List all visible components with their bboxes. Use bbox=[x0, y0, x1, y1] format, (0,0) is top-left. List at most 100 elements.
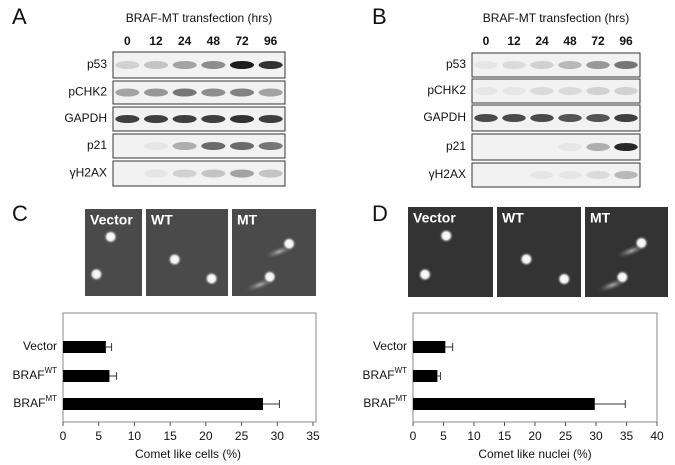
comet-image bbox=[85, 209, 142, 296]
blot-band bbox=[558, 171, 582, 179]
x-tick-label: 30 bbox=[589, 429, 603, 443]
category-name: BRAF bbox=[363, 368, 395, 382]
x-tick-label: 20 bbox=[199, 429, 213, 443]
blot-band bbox=[229, 61, 255, 69]
blot-band bbox=[201, 61, 226, 69]
image-label: Vector bbox=[90, 212, 133, 228]
category-label: Vector bbox=[373, 339, 407, 353]
blot-strip bbox=[471, 162, 641, 188]
timepoint: 96 bbox=[264, 34, 278, 48]
timepoint: 96 bbox=[619, 34, 633, 48]
blot-band bbox=[229, 115, 255, 123]
blot-band bbox=[258, 88, 283, 97]
nucleus bbox=[262, 269, 277, 284]
timepoint: 48 bbox=[207, 34, 221, 48]
blot-band bbox=[586, 171, 610, 179]
blot-band bbox=[143, 169, 169, 178]
x-tick-label: 15 bbox=[498, 429, 512, 443]
category-label: BRAFMT bbox=[363, 394, 407, 410]
x-tick-label: 25 bbox=[559, 429, 573, 443]
blot-band bbox=[258, 142, 283, 150]
category-superscript: WT bbox=[395, 366, 408, 375]
x-tick-label: 0 bbox=[60, 429, 67, 443]
bar bbox=[63, 341, 106, 353]
blot-band bbox=[172, 142, 197, 150]
blot-band bbox=[201, 169, 226, 178]
blot-band bbox=[201, 88, 226, 97]
blot-band bbox=[558, 143, 582, 151]
x-tick-label: 5 bbox=[95, 429, 102, 443]
x-tick-label: 35 bbox=[306, 429, 320, 443]
blot-band bbox=[229, 142, 255, 150]
bar bbox=[413, 370, 438, 382]
category-label: BRAFMT bbox=[13, 394, 57, 410]
x-tick-label: 10 bbox=[128, 429, 142, 443]
timepoint: 0 bbox=[124, 34, 131, 48]
blot-band bbox=[172, 88, 197, 97]
blot-band bbox=[172, 169, 197, 178]
blot-strip bbox=[112, 106, 286, 132]
x-axis-label: Comet like cells (%) bbox=[135, 447, 241, 461]
blot-header: BRAF-MT transfection (hrs) bbox=[483, 11, 629, 25]
image-label: MT bbox=[237, 212, 258, 228]
blot-band bbox=[558, 87, 582, 95]
nucleus bbox=[615, 270, 630, 285]
x-tick-label: 0 bbox=[410, 429, 417, 443]
panel-letter: D bbox=[372, 201, 388, 226]
blot-band bbox=[172, 61, 197, 69]
category-label: Vector bbox=[23, 339, 57, 353]
protein-label: γH2AX bbox=[429, 167, 466, 181]
timepoint: 12 bbox=[507, 34, 521, 48]
blot-band bbox=[530, 87, 554, 95]
protein-label: p53 bbox=[87, 57, 107, 71]
blot-band bbox=[614, 61, 638, 69]
image-label: MT bbox=[590, 210, 611, 226]
blot-band bbox=[115, 115, 140, 123]
blot-band bbox=[229, 169, 255, 178]
category-name: Vector bbox=[373, 339, 407, 353]
bar bbox=[63, 370, 110, 382]
blot-band bbox=[614, 143, 638, 151]
blot-band bbox=[229, 88, 255, 97]
timepoint: 48 bbox=[563, 34, 577, 48]
blot-band bbox=[614, 87, 638, 95]
category-name: BRAF bbox=[13, 396, 45, 410]
blot-strip bbox=[112, 160, 286, 187]
blot-strip bbox=[112, 51, 286, 79]
blot-strip bbox=[112, 133, 286, 159]
blot-band bbox=[502, 61, 526, 69]
blot-strip bbox=[471, 52, 641, 78]
blot-band bbox=[530, 171, 554, 179]
x-tick-label: 15 bbox=[163, 429, 177, 443]
category-label: BRAFWT bbox=[13, 366, 58, 382]
nucleus bbox=[89, 267, 104, 282]
protein-label: p53 bbox=[446, 57, 466, 71]
bar bbox=[413, 398, 595, 410]
timepoint: 72 bbox=[591, 34, 605, 48]
blot-band bbox=[143, 142, 169, 150]
nucleus bbox=[282, 236, 297, 251]
timepoint: 72 bbox=[235, 34, 249, 48]
category-superscript: MT bbox=[395, 394, 407, 403]
category-superscript: MT bbox=[45, 394, 57, 403]
category-name: BRAF bbox=[363, 396, 395, 410]
blot-strip bbox=[471, 133, 641, 161]
blot-strip bbox=[471, 104, 641, 132]
blot-strip bbox=[471, 78, 641, 104]
nucleus bbox=[167, 252, 182, 267]
panel-letter: B bbox=[372, 4, 387, 29]
x-tick-label: 30 bbox=[271, 429, 285, 443]
category-name: BRAF bbox=[13, 368, 45, 382]
protein-label: pCHK2 bbox=[68, 85, 107, 99]
bar bbox=[63, 398, 263, 410]
timepoint: 24 bbox=[178, 34, 192, 48]
blot-strip bbox=[112, 80, 286, 105]
blot-band bbox=[558, 61, 582, 69]
plot-frame bbox=[62, 312, 317, 423]
blot-band bbox=[258, 115, 283, 123]
blot-band bbox=[586, 114, 610, 122]
x-tick-label: 5 bbox=[440, 429, 447, 443]
image-label: Vector bbox=[413, 210, 456, 226]
protein-label: γH2AX bbox=[70, 166, 107, 180]
